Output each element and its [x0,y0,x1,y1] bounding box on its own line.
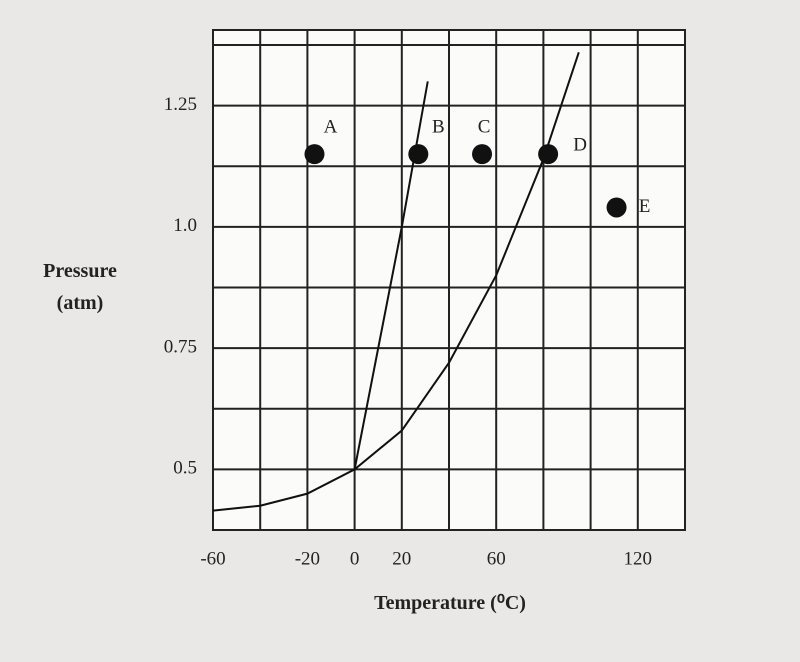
point-label: A [324,116,338,137]
x-tick-label: -20 [295,548,320,569]
y-tick-label: 1.0 [173,215,197,236]
point [606,197,627,218]
point-label: E [639,196,651,217]
point-label: B [432,116,445,137]
y-tick-label: 0.5 [173,458,197,479]
point [304,144,325,165]
phase-boundary [212,51,580,512]
y-tick-label: 0.75 [164,336,197,357]
point [408,144,429,165]
y-axis-label: Pressure (atm) [43,260,117,314]
x-tick-label: 120 [624,548,653,569]
x-tick-label: 0 [350,548,360,569]
x-axis-label: Temperature (⁰C) [374,592,526,614]
y-tick-label: 1.25 [164,94,197,115]
x-tick-label: -60 [200,548,225,569]
point-label: D [573,134,587,155]
x-tick-label: 60 [487,548,506,569]
point [472,144,493,165]
point-label: C [478,116,491,137]
x-tick-label: 20 [392,548,411,569]
point [538,144,559,165]
